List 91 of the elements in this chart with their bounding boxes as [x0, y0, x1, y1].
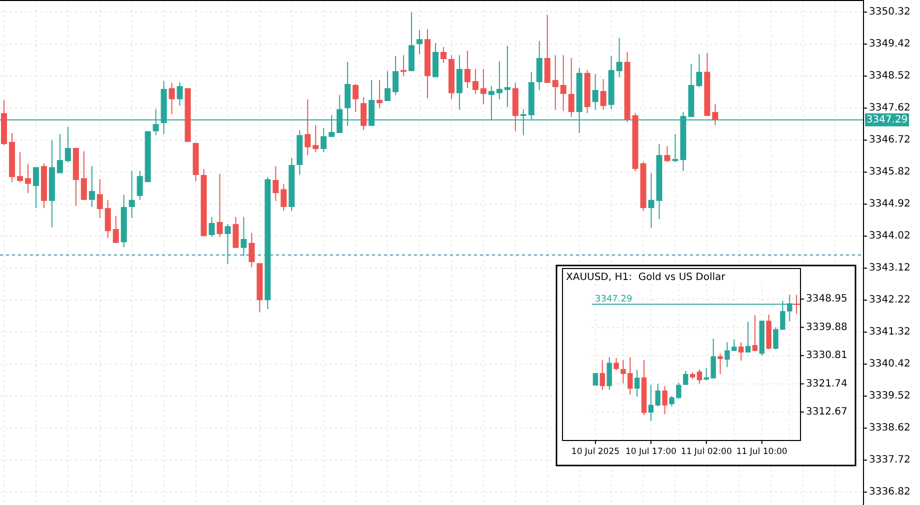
candlestick	[80, 150, 87, 200]
candlestick	[592, 73, 598, 110]
candlestick	[648, 384, 654, 422]
y-tick-label: 3348.52	[869, 70, 910, 82]
x-tick-label: 11 Jul 10:00	[736, 447, 788, 457]
candlestick	[352, 83, 359, 113]
candlestick	[176, 82, 183, 106]
candlestick	[504, 45, 510, 108]
candlestick	[240, 216, 247, 257]
y-tick-label: 3330.81	[806, 350, 848, 362]
candlestick	[64, 126, 71, 163]
candlestick	[560, 54, 566, 112]
candlestick	[592, 372, 598, 386]
y-tick-label: 3348.95	[806, 294, 848, 305]
y-tick-label: 3340.42	[869, 358, 910, 370]
candlestick	[696, 368, 702, 384]
candlestick	[600, 78, 606, 110]
candlestick	[400, 54, 407, 77]
candlestick	[360, 96, 367, 131]
candlestick	[304, 98, 311, 156]
y-tick-label: 3342.22	[869, 294, 910, 306]
y-tick-label: 3341.32	[869, 326, 910, 338]
candlestick	[272, 166, 279, 202]
candlestick	[718, 353, 723, 374]
candlestick	[745, 321, 751, 354]
candlestick	[96, 178, 103, 219]
candlestick	[472, 68, 478, 94]
candlestick	[392, 55, 399, 96]
y-tick-label: 3339.88	[806, 322, 848, 333]
y-tick-label: 3312.67	[806, 406, 848, 418]
candlestick	[128, 170, 135, 219]
y-tick-label: 3345.82	[869, 166, 910, 178]
candlestick	[696, 54, 702, 88]
y-tick-label: 3339.52	[869, 390, 910, 402]
candlestick	[606, 356, 612, 390]
candlestick	[232, 216, 239, 248]
candlestick	[614, 357, 619, 371]
y-tick-label: 3346.72	[869, 134, 910, 146]
candlestick	[136, 170, 143, 200]
candlestick	[376, 80, 383, 109]
candlestick	[738, 342, 744, 362]
candlestick	[600, 359, 605, 390]
candlestick	[752, 314, 758, 352]
candlestick	[224, 224, 231, 264]
candlestick	[88, 166, 95, 208]
candlestick	[464, 50, 470, 89]
candlestick	[16, 152, 23, 183]
y-tick-label: 3321.74	[806, 378, 848, 390]
ref-line-label: 3347.29	[866, 114, 908, 126]
y-tick-label: 3347.62	[869, 102, 910, 114]
y-tick-label: 3338.62	[869, 422, 910, 434]
candlestick	[480, 68, 486, 105]
candlestick	[662, 386, 668, 415]
candlestick	[664, 146, 670, 163]
y-tick-label: 3344.92	[869, 198, 910, 210]
candlestick	[634, 369, 640, 398]
candlestick	[280, 183, 287, 212]
candlestick	[552, 54, 558, 110]
candlestick	[648, 172, 654, 228]
y-tick-label: 3337.72	[869, 454, 910, 466]
candlestick	[568, 57, 574, 118]
candlestick	[112, 215, 119, 244]
x-tick-label: 10 Jul 17:00	[625, 447, 676, 457]
candlestick	[440, 46, 446, 64]
candlestick	[216, 173, 223, 238]
ref-line-label: 3347.29	[595, 294, 632, 304]
candlestick	[104, 199, 111, 238]
x-tick-label: 10 Jul 2025	[571, 447, 620, 457]
chart-title: XAUUSD, H1: Gold vs US Dollar	[566, 272, 726, 283]
candlestick	[168, 82, 175, 115]
candlestick	[56, 134, 63, 174]
candlestick	[672, 134, 678, 163]
y-tick-label: 3343.12	[869, 262, 910, 274]
candlestick	[312, 124, 319, 153]
candlestick	[416, 29, 423, 55]
candlestick	[32, 166, 39, 209]
candlestick	[208, 216, 215, 238]
candlestick	[712, 104, 718, 126]
y-tick-label: 3344.02	[869, 230, 910, 242]
y-tick-label: 3336.82	[869, 486, 910, 498]
x-tick-label: 11 Jul 02:00	[680, 447, 732, 457]
candlestick	[320, 128, 327, 153]
candlestick	[496, 60, 502, 100]
candlestick	[248, 232, 255, 268]
candlestick	[24, 163, 31, 194]
y-tick-label: 3350.32	[869, 6, 910, 18]
y-tick-label: 3349.42	[869, 38, 910, 50]
candlestick	[616, 38, 622, 78]
candlestick	[655, 383, 660, 407]
candlestick	[384, 70, 391, 102]
candlestick	[683, 370, 688, 386]
